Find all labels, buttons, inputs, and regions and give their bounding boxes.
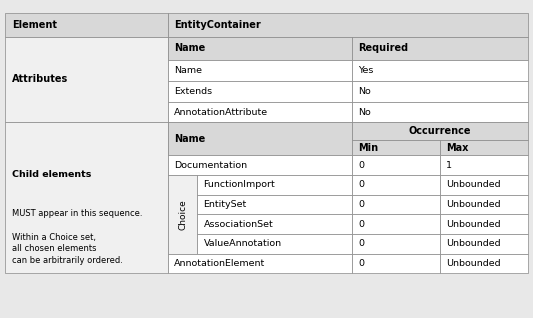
Bar (5, 13, 168, 37)
Bar (168, 60, 352, 81)
Bar (352, 60, 528, 81)
Bar (168, 122, 352, 155)
Bar (352, 234, 440, 254)
Bar (352, 175, 440, 195)
Text: Extends: Extends (174, 87, 213, 96)
Text: Name: Name (174, 66, 203, 75)
Bar (352, 155, 440, 175)
Bar (352, 37, 528, 60)
Bar (352, 214, 440, 234)
Text: 0: 0 (358, 161, 364, 169)
Bar (168, 37, 352, 60)
Text: 0: 0 (358, 180, 364, 189)
Text: Unbounded: Unbounded (446, 200, 500, 209)
Bar (168, 13, 528, 37)
Text: Attributes: Attributes (12, 74, 68, 85)
Text: EntityContainer: EntityContainer (174, 20, 261, 30)
Bar (168, 175, 197, 254)
Bar (197, 195, 352, 214)
Bar (352, 122, 528, 140)
Text: AnnotationAttribute: AnnotationAttribute (174, 107, 269, 117)
Bar (440, 175, 528, 195)
Text: Element: Element (12, 20, 56, 30)
Text: 0: 0 (358, 259, 364, 268)
Bar (440, 195, 528, 214)
Text: MUST appear in this sequence.

Within a Choice set,
all chosen elements
can be a: MUST appear in this sequence. Within a C… (12, 209, 142, 265)
Text: Name: Name (174, 44, 206, 53)
Bar (168, 155, 352, 175)
Text: Child elements: Child elements (12, 169, 91, 179)
Bar (5, 37, 168, 122)
Bar (352, 102, 528, 122)
Text: Occurrence: Occurrence (408, 126, 471, 136)
Text: No: No (358, 107, 371, 117)
Bar (440, 234, 528, 254)
Bar (5, 122, 168, 273)
Bar (352, 195, 440, 214)
Text: 0: 0 (358, 220, 364, 229)
Text: Yes: Yes (358, 66, 374, 75)
Text: 1: 1 (446, 161, 452, 169)
Text: AnnotationElement: AnnotationElement (174, 259, 265, 268)
Text: Min: Min (358, 142, 378, 153)
Bar (440, 155, 528, 175)
Text: 0: 0 (358, 239, 364, 248)
Text: EntitySet: EntitySet (204, 200, 247, 209)
Text: ValueAnnotation: ValueAnnotation (204, 239, 282, 248)
Text: Unbounded: Unbounded (446, 220, 500, 229)
Bar (440, 254, 528, 273)
Bar (168, 102, 352, 122)
Text: No: No (358, 87, 371, 96)
Text: Documentation: Documentation (174, 161, 247, 169)
Bar (440, 214, 528, 234)
Text: Unbounded: Unbounded (446, 239, 500, 248)
Bar (352, 140, 440, 155)
Bar (440, 140, 528, 155)
Bar (168, 254, 352, 273)
Bar (197, 234, 352, 254)
Text: Unbounded: Unbounded (446, 259, 500, 268)
Text: Required: Required (358, 44, 408, 53)
Bar (352, 254, 440, 273)
Text: AssociationSet: AssociationSet (204, 220, 273, 229)
Text: Max: Max (446, 142, 469, 153)
Text: Name: Name (174, 134, 206, 144)
Bar (197, 175, 352, 195)
Text: Unbounded: Unbounded (446, 180, 500, 189)
Bar (197, 214, 352, 234)
Bar (352, 81, 528, 102)
Text: 0: 0 (358, 200, 364, 209)
Text: Choice: Choice (178, 199, 187, 230)
Text: FunctionImport: FunctionImport (204, 180, 276, 189)
Bar (168, 81, 352, 102)
